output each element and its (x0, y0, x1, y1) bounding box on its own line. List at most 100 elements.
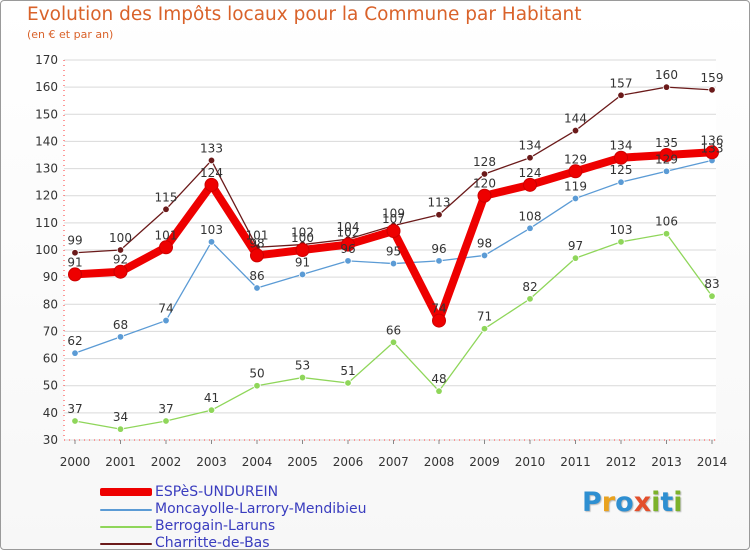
data-point (207, 406, 216, 414)
data-label: 37 (158, 402, 173, 416)
data-label: 160 (655, 68, 678, 82)
data-label: 62 (67, 334, 82, 348)
data-label: 68 (113, 318, 128, 332)
data-label: 120 (473, 177, 496, 191)
data-label: 144 (564, 112, 587, 126)
chart-title: Evolution des Impôts locaux pour la Comm… (27, 4, 582, 25)
data-label: 102 (291, 226, 314, 240)
data-label: 133 (701, 141, 724, 155)
data-point (159, 240, 173, 255)
legend-label: Charritte-de-Bas (155, 535, 270, 551)
data-point (617, 178, 625, 186)
y-tick-label: 170 (35, 53, 58, 67)
data-point (71, 249, 79, 257)
logo-letter: x (633, 487, 652, 518)
y-tick-label: 140 (35, 134, 58, 148)
data-point (116, 425, 125, 433)
data-label: 136 (701, 133, 724, 147)
data-label: 129 (564, 152, 587, 166)
x-tick-label: 2000 (60, 455, 91, 469)
logo-letter: r (601, 487, 616, 518)
data-label: 50 (249, 367, 264, 381)
data-point (526, 224, 534, 232)
legend-swatch-espes (100, 488, 152, 496)
data-label: 74 (158, 302, 173, 316)
data-point (708, 292, 716, 300)
x-tick-label: 2012 (606, 455, 637, 469)
data-label: 86 (249, 269, 264, 283)
data-point (344, 257, 352, 265)
data-label: 37 (67, 402, 82, 416)
data-label: 98 (249, 236, 264, 250)
legend-swatch-berrogain (100, 526, 152, 528)
data-label: 135 (655, 136, 678, 150)
data-label: 107 (382, 212, 405, 226)
logo-letter: P (582, 487, 602, 518)
data-point (162, 205, 170, 213)
data-point (295, 243, 310, 257)
data-label: 74 (431, 302, 446, 316)
data-point (253, 284, 261, 292)
x-tick-label: 2005 (287, 455, 318, 469)
data-label: 91 (295, 255, 310, 269)
data-point (432, 313, 446, 328)
data-label: 53 (295, 359, 310, 373)
data-point (207, 156, 216, 165)
data-point (207, 238, 216, 246)
data-point (617, 238, 625, 246)
data-label: 83 (704, 277, 719, 291)
data-point (298, 270, 307, 279)
data-label: 159 (701, 71, 724, 85)
data-point (71, 349, 79, 357)
logo-letter: o (615, 487, 634, 518)
data-point (480, 170, 489, 178)
data-point (435, 387, 443, 395)
data-point (341, 237, 355, 252)
data-label: 100 (291, 231, 314, 245)
data-label: 101 (246, 228, 269, 242)
data-label: 100 (109, 231, 132, 245)
data-label: 109 (382, 207, 405, 221)
x-tick-label: 2007 (378, 455, 409, 469)
x-tick-label: 2004 (242, 455, 273, 469)
data-point (662, 230, 671, 238)
data-label: 66 (386, 323, 401, 337)
data-label: 157 (610, 76, 633, 90)
y-tick-label: 30 (43, 433, 58, 447)
data-point (568, 164, 583, 179)
data-point (204, 177, 219, 192)
x-tick-label: 2013 (651, 455, 682, 469)
data-point (571, 126, 580, 135)
data-point (617, 91, 625, 99)
data-label: 71 (477, 310, 492, 324)
data-point (662, 167, 671, 175)
data-label: 99 (67, 234, 82, 248)
y-tick-label: 90 (43, 270, 58, 284)
data-label: 108 (519, 209, 542, 223)
data-label: 96 (340, 242, 355, 256)
y-tick-label: 40 (43, 406, 58, 420)
data-point (116, 246, 125, 254)
data-point (477, 188, 492, 203)
data-point (435, 257, 443, 265)
y-tick-label: 80 (43, 297, 58, 311)
x-tick-label: 2011 (560, 455, 591, 469)
data-point (250, 248, 264, 263)
x-tick-label: 2008 (424, 455, 455, 469)
x-tick-label: 2002 (151, 455, 182, 469)
data-point (523, 177, 537, 192)
data-label: 34 (113, 410, 128, 424)
y-tick-label: 50 (43, 379, 58, 393)
data-point (435, 211, 443, 219)
data-point (162, 316, 170, 325)
data-point (389, 259, 398, 268)
y-tick-label: 100 (35, 243, 58, 257)
data-point (571, 194, 580, 203)
data-label: 97 (568, 239, 583, 253)
logo-letter: i (651, 487, 661, 518)
data-point (68, 267, 82, 282)
data-label: 128 (473, 155, 496, 169)
data-point (298, 373, 307, 382)
data-label: 115 (155, 190, 178, 204)
data-label: 92 (113, 253, 128, 267)
